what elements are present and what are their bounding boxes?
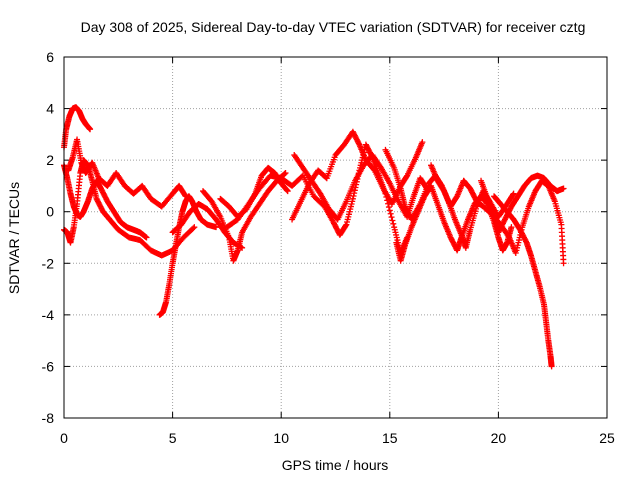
data-point: [560, 185, 567, 192]
series-arc-n: [478, 172, 567, 236]
x-axis-label: GPS time / hours: [282, 457, 389, 473]
series-arc-g: [200, 170, 289, 264]
chart-title: Day 308 of 2025, Sidereal Day-to-day VTE…: [81, 19, 586, 35]
y-tick-label: 6: [46, 49, 54, 65]
data-point: [281, 170, 288, 177]
data-point: [349, 195, 356, 202]
data-point: [509, 191, 516, 198]
data-point: [284, 187, 291, 194]
data-point: [282, 170, 289, 177]
series-arc-i: [223, 141, 411, 256]
x-tick-label: 15: [382, 430, 398, 446]
series-arc-d: [65, 136, 189, 210]
data-point: [389, 217, 396, 224]
data-point: [508, 224, 515, 231]
data-point: [239, 244, 246, 251]
y-tick-labels: -8 -6 -4 -2 0 2 4 6: [42, 49, 55, 426]
y-tick-label: -4: [42, 307, 55, 323]
x-tick-label: 10: [273, 430, 289, 446]
series-arc-o: [491, 193, 555, 370]
y-tick-label: -2: [42, 255, 55, 271]
data-point: [390, 220, 397, 227]
data-point: [87, 126, 94, 133]
data-marks: [61, 104, 567, 370]
series-arc-a: [61, 104, 94, 151]
series-arc-p: [393, 182, 515, 264]
series-arc-k: [291, 151, 430, 223]
data-point: [386, 207, 393, 214]
x-tick-label: 25: [599, 430, 615, 446]
y-tick-label: -8: [42, 410, 55, 426]
y-tick-label: 4: [46, 101, 54, 117]
y-tick-label: 0: [46, 204, 54, 220]
data-point: [190, 225, 197, 232]
data-point: [350, 192, 357, 199]
data-point: [385, 204, 392, 211]
grid-lines: [64, 57, 607, 418]
x-tick-label: 20: [491, 430, 507, 446]
data-point: [342, 222, 349, 229]
y-axis-label: SDTVAR / TECUs: [6, 182, 22, 294]
data-point: [355, 140, 362, 147]
data-point: [419, 139, 426, 146]
x-tick-label: 0: [60, 430, 68, 446]
x-tick-labels: 0 5 10 15 20 25: [60, 430, 615, 446]
data-point: [143, 234, 150, 241]
series-arc-c: [61, 157, 198, 259]
data-point: [387, 210, 394, 217]
data-point: [191, 224, 198, 231]
data-point: [548, 363, 555, 370]
data-point: [213, 224, 220, 231]
data-point: [284, 188, 291, 195]
data-point: [388, 214, 395, 221]
data-point: [351, 187, 358, 194]
data-point: [560, 260, 567, 267]
y-tick-label: 2: [46, 152, 54, 168]
data-point: [510, 190, 517, 197]
plot-frame: [63, 56, 608, 419]
x-tick-label: 5: [169, 430, 177, 446]
y-tick-label: -6: [42, 358, 55, 374]
